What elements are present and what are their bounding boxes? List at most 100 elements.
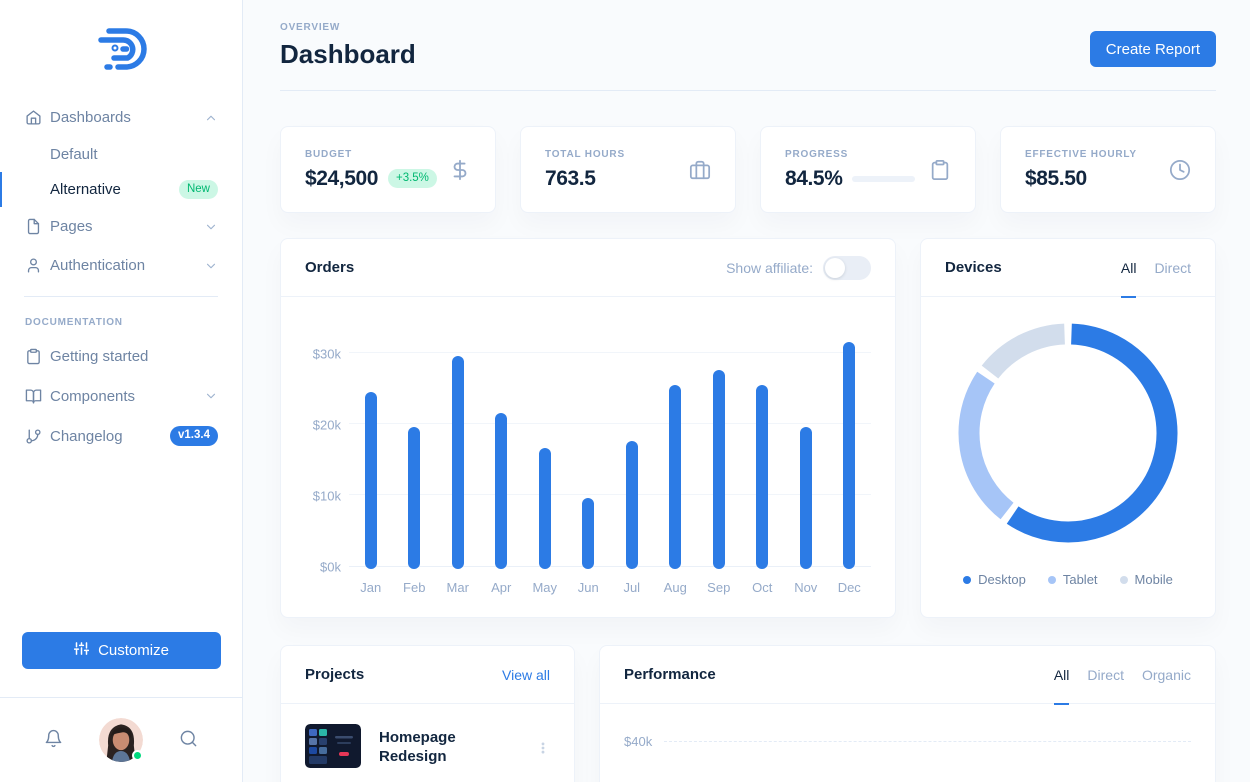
progress-bar — [852, 175, 916, 182]
bar-oct — [756, 385, 769, 569]
donut-segment-mobile — [981, 323, 1066, 379]
sidebar-section-heading: DOCUMENTATION — [25, 317, 123, 328]
project-list-item[interactable]: Homepage Redesign — [281, 704, 574, 772]
page-pretitle: OVERVIEW — [280, 22, 341, 33]
sidebar-item-components[interactable]: Components — [0, 376, 242, 416]
projects-card-header: Projects View all — [281, 646, 574, 704]
project-name: Homepage Redesign — [379, 729, 456, 765]
avatar-image — [99, 718, 143, 762]
stat-value: 763.5 — [545, 166, 596, 190]
page-title: Dashboard — [280, 39, 416, 69]
notifications-button[interactable] — [40, 725, 67, 755]
sidebar: Dashboards Default Alternative New Pages Auth… — [0, 0, 243, 782]
devices-card-header: Devices All Direct — [921, 239, 1215, 298]
stat-text: EFFECTIVE HOURLY $85.50 — [1025, 149, 1137, 191]
sidebar-item-getting-started[interactable]: Getting started — [0, 336, 242, 376]
legend-dot — [963, 575, 972, 584]
stat-text: BUDGET $24,500 +3.5% — [305, 149, 437, 191]
user-avatar[interactable] — [99, 718, 143, 762]
view-all-link[interactable]: View all — [502, 666, 550, 683]
show-affiliate-toggle[interactable] — [823, 255, 871, 280]
performance-title: Performance — [624, 666, 716, 683]
x-tick-label: Jan — [360, 580, 382, 595]
x-tick-label: Apr — [491, 580, 512, 595]
sidebar-divider — [24, 296, 218, 297]
app-logo[interactable] — [0, 0, 242, 98]
bar-jan — [364, 392, 377, 569]
devices-legend: Desktop Tablet Mobile — [963, 572, 1173, 587]
more-vertical-icon[interactable] — [536, 741, 550, 755]
bar-jun — [582, 498, 595, 569]
performance-tab-direct[interactable]: Direct — [1087, 666, 1124, 683]
project-thumbnail — [305, 724, 361, 772]
bar-nov — [799, 427, 812, 569]
donut-segment-desktop — [1006, 323, 1178, 543]
legend-dot — [1047, 575, 1056, 584]
sidebar-subitem-label: Alternative — [50, 181, 121, 198]
performance-y-tick: $40k — [624, 734, 653, 749]
orders-card-header: Orders Show affiliate: — [281, 239, 895, 297]
devices-chart-area: Desktop Tablet Mobile — [921, 297, 1215, 611]
y-tick-label: $10k — [312, 488, 341, 504]
sidebar-item-changelog[interactable]: Changelog v1.3.4 — [0, 416, 242, 456]
projects-card: Projects View all — [280, 645, 575, 782]
legend-item-desktop: Desktop — [963, 572, 1026, 587]
search-button[interactable] — [175, 725, 202, 755]
stat-card-total-hours: TOTAL HOURS 763.5 — [520, 126, 736, 213]
donut-segment-tablet — [958, 371, 1014, 520]
show-affiliate-label: Show affiliate: — [726, 259, 813, 276]
home-icon — [25, 109, 42, 126]
clipboard-icon — [25, 348, 42, 365]
sidebar-subitem-default[interactable]: Default — [0, 137, 242, 172]
chevron-down-icon — [204, 220, 218, 234]
bar-may — [538, 448, 551, 569]
charts-row: Orders Show affiliate: $0k $10k $20k $30k J… — [280, 238, 1216, 618]
create-report-button[interactable]: Create Report — [1089, 31, 1216, 67]
y-tick-label: $20k — [312, 417, 341, 433]
performance-tab-organic[interactable]: Organic — [1141, 666, 1191, 683]
chevron-down-icon — [204, 259, 218, 273]
stat-value: 84.5% — [785, 166, 843, 190]
sidebar-item-dashboards[interactable]: Dashboards — [0, 98, 242, 137]
devices-tab-direct[interactable]: Direct — [1154, 259, 1191, 276]
sidebar-item-pages[interactable]: Pages — [0, 207, 242, 246]
performance-gridline — [664, 741, 1191, 742]
devices-tab-all[interactable]: All — [1120, 239, 1136, 298]
x-tick-label: Jul — [623, 580, 641, 595]
bar-jul — [625, 441, 638, 569]
x-tick-label: Oct — [752, 580, 773, 595]
sidebar-subitem-label: Default — [50, 146, 98, 163]
devices-tabs: All Direct — [1120, 239, 1191, 298]
bar-sep — [712, 370, 725, 569]
bottom-row: Projects View all — [280, 645, 1216, 782]
stat-text: PROGRESS 84.5% — [785, 149, 916, 191]
sidebar-subitem-alternative[interactable]: Alternative New — [0, 172, 242, 207]
search-icon — [179, 729, 198, 751]
x-tick-label: Jun — [577, 580, 599, 595]
clipboard-icon — [929, 159, 951, 181]
sidebar-subnav: Default Alternative New — [0, 137, 242, 207]
x-tick-label: Feb — [403, 580, 426, 595]
stats-row: BUDGET $24,500 +3.5% TOTAL HOURS 763.5 PR… — [280, 126, 1216, 213]
bar-aug — [669, 385, 682, 569]
sidebar-item-label: Authentication — [50, 257, 146, 274]
sidebar-item-label: Pages — [50, 218, 93, 235]
sliders-icon — [73, 641, 90, 660]
x-tick-label: Nov — [794, 580, 818, 595]
legend-label: Tablet — [1062, 572, 1098, 587]
gridline — [349, 423, 871, 425]
sidebar-item-label: Components — [50, 387, 136, 405]
bar-apr — [495, 413, 508, 569]
customize-button[interactable]: Customize — [22, 632, 221, 669]
git-branch-icon — [25, 428, 42, 445]
stat-change-badge: +3.5% — [387, 168, 437, 189]
page-header: OVERVIEW Dashboard Create Report — [280, 0, 1216, 91]
orders-chart-area: $0k $10k $20k $30k Jan Feb Mar Apr May Jun Jul Aug… — [281, 297, 895, 617]
x-tick-label: Mar — [446, 580, 469, 595]
stat-value: $24,500 — [305, 166, 378, 190]
performance-tab-all[interactable]: All — [1053, 646, 1069, 705]
devices-card: Devices All Direct Desktop Tablet Mobile — [920, 238, 1216, 618]
gridline — [349, 352, 871, 354]
sidebar-item-authentication[interactable]: Authentication — [0, 246, 242, 285]
stat-label: TOTAL HOURS — [545, 148, 625, 160]
